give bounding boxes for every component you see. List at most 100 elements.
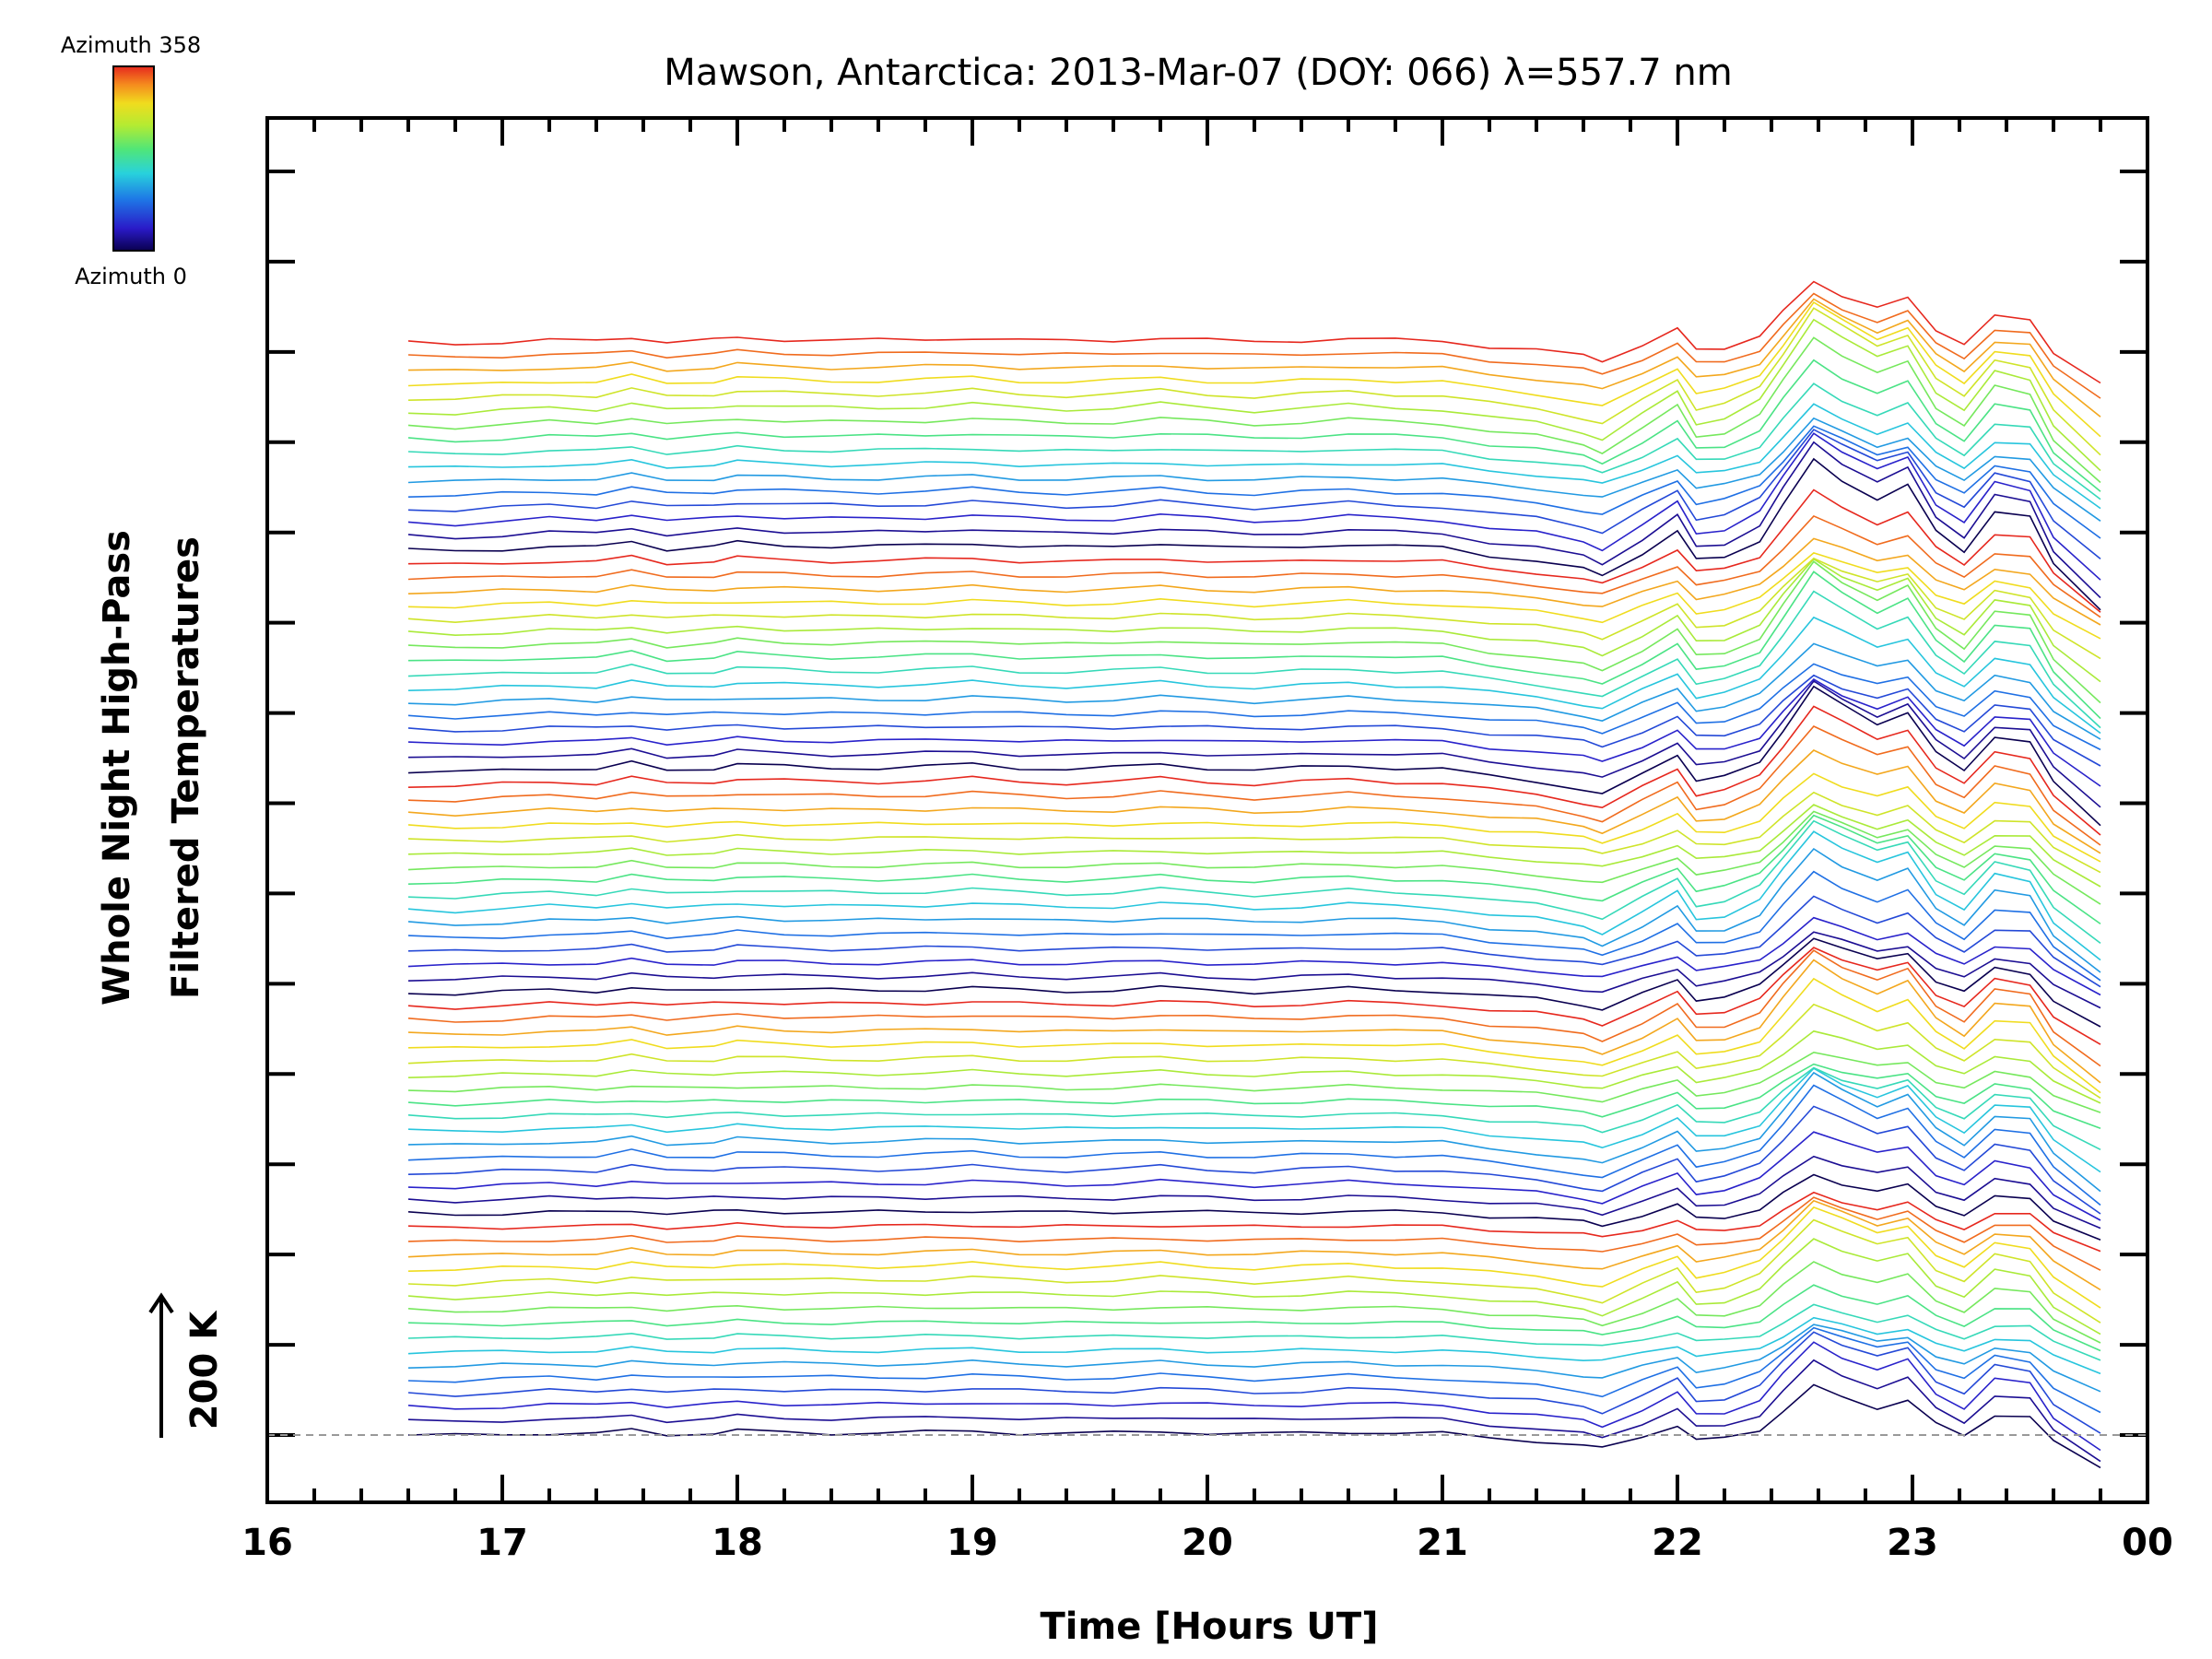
trace-line xyxy=(407,336,2101,484)
y-axis-label-line1: Whole Night High-Pass xyxy=(96,530,138,1006)
trace-line xyxy=(407,552,2101,640)
colorbar-top-label: Azimuth 358 xyxy=(61,32,201,58)
plot-frame xyxy=(265,116,2149,1504)
trace-line xyxy=(407,749,2101,854)
trace-line xyxy=(407,642,2101,740)
trace-line xyxy=(407,590,2101,729)
x-tick-label: 21 xyxy=(1417,1522,1468,1564)
trace-line xyxy=(407,931,2101,1009)
trace-line xyxy=(407,679,2101,808)
trace-line xyxy=(407,947,2101,1045)
trace-line xyxy=(407,1003,2101,1100)
scale-label: 200 K xyxy=(183,1310,226,1430)
trace-line xyxy=(407,977,2101,1094)
trace-line xyxy=(407,307,2101,456)
scale-arrow xyxy=(148,1292,174,1438)
trace-line xyxy=(407,1383,2101,1469)
trace-line xyxy=(407,1238,2101,1335)
x-tick-label: 16 xyxy=(241,1522,293,1564)
x-tick-label: 20 xyxy=(1182,1522,1233,1564)
x-tick-label: 17 xyxy=(477,1522,528,1564)
trace-line xyxy=(407,870,2101,982)
trace-line xyxy=(407,280,2101,384)
trace-line xyxy=(407,937,2101,1028)
colorbar xyxy=(112,65,155,252)
trace-line xyxy=(407,674,2101,767)
traces xyxy=(407,280,2101,1469)
trace-line xyxy=(407,1131,2101,1221)
trace-line xyxy=(407,537,2101,626)
trace-line xyxy=(407,417,2101,522)
trace-line xyxy=(407,441,2101,599)
trace-line xyxy=(407,819,2101,945)
trace-line xyxy=(407,949,2101,1067)
x-tick-label: 00 xyxy=(2122,1522,2173,1564)
trace-line xyxy=(407,810,2101,905)
axis-ticks xyxy=(265,118,2149,1502)
trace-line xyxy=(407,663,2101,751)
trace-line xyxy=(407,725,2101,846)
trace-line xyxy=(407,557,2101,660)
x-tick-label: 18 xyxy=(712,1522,763,1564)
colorbar-bottom-label: Azimuth 0 xyxy=(75,264,187,289)
trace-line xyxy=(407,1105,2101,1215)
trace-line xyxy=(407,1071,2101,1193)
trace-line xyxy=(407,1155,2101,1230)
trace-line xyxy=(407,677,2101,787)
trace-line xyxy=(407,301,2101,438)
trace-line xyxy=(407,318,2101,472)
x-tick-label: 22 xyxy=(1652,1522,1703,1564)
trace-line xyxy=(407,616,2101,735)
trace-line xyxy=(407,959,2101,1084)
trace-line xyxy=(407,488,2101,613)
x-tick-label: 23 xyxy=(1887,1522,1938,1564)
x-tick-label: 19 xyxy=(947,1522,998,1564)
trace-line xyxy=(407,558,2101,683)
trace-line xyxy=(407,1067,2101,1173)
trace-line xyxy=(407,791,2101,874)
x-axis-label: Time [Hours UT] xyxy=(1041,1606,1379,1648)
trace-line xyxy=(407,804,2101,888)
trace-line xyxy=(407,1191,2101,1253)
trace-line xyxy=(407,772,2101,863)
trace-line xyxy=(407,830,2101,961)
trace-line xyxy=(407,382,2101,500)
trace-line xyxy=(407,432,2101,581)
trace-line xyxy=(407,1030,2101,1104)
trace-line xyxy=(407,403,2101,510)
chart-title: Mawson, Antarctica: 2013-Mar-07 (DOY: 06… xyxy=(664,52,1732,94)
trace-line xyxy=(407,916,2101,996)
y-axis-label-line2: Filtered Temperatures xyxy=(165,536,207,999)
trace-line xyxy=(407,1303,2101,1361)
trace-line xyxy=(407,1326,2101,1414)
trace-line xyxy=(407,1196,2101,1271)
trace-line xyxy=(407,457,2101,611)
trace-line xyxy=(407,298,2101,418)
trace-line xyxy=(407,425,2101,539)
x-tick-labels: 16 17 18 19 20 21 22 23 00 xyxy=(241,1522,2173,1564)
trace-line xyxy=(407,1359,2101,1463)
trace-line xyxy=(407,1284,2101,1352)
trace-line xyxy=(407,1261,2101,1344)
trace-line xyxy=(407,1051,2101,1113)
trace-line xyxy=(407,895,2101,988)
trace-line xyxy=(407,1316,2101,1375)
trace-line xyxy=(407,359,2101,492)
trace-line xyxy=(407,514,2101,618)
trace-line xyxy=(407,814,2101,925)
trace-line xyxy=(407,1084,2101,1206)
trace-line xyxy=(407,1063,2101,1130)
trace-line xyxy=(407,1341,2101,1452)
trace-line xyxy=(407,847,2101,973)
trace-line xyxy=(407,705,2101,836)
trace-line xyxy=(407,292,2101,399)
trace-line xyxy=(407,1331,2101,1434)
trace-line xyxy=(407,685,2101,827)
trace-line xyxy=(407,429,2101,560)
trace-line xyxy=(407,1199,2101,1291)
trace-line xyxy=(407,1173,2101,1241)
trace-line xyxy=(407,560,2101,704)
trace-line xyxy=(407,1218,2101,1324)
trace-line xyxy=(407,1324,2101,1393)
